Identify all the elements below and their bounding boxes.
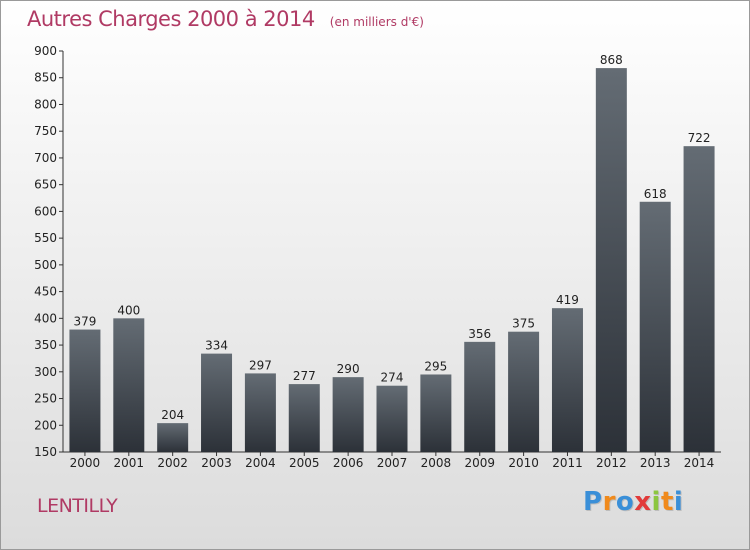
y-tick-label: 500 bbox=[34, 258, 57, 272]
y-tick-label: 250 bbox=[34, 392, 57, 406]
bar-value-label: 356 bbox=[468, 327, 491, 341]
logo-letter: r bbox=[602, 487, 616, 517]
y-tick-label: 450 bbox=[34, 285, 57, 299]
y-tick-label: 750 bbox=[34, 124, 57, 138]
bar-value-label: 295 bbox=[424, 359, 447, 373]
y-tick-label: 900 bbox=[34, 44, 57, 58]
x-tick-label: 2000 bbox=[70, 456, 101, 470]
logo-letter: o bbox=[615, 487, 635, 517]
bars bbox=[69, 68, 715, 453]
y-tick-label: 150 bbox=[34, 445, 57, 459]
bar-value-label: 379 bbox=[73, 315, 96, 329]
bar-value-label: 375 bbox=[512, 317, 535, 331]
bar-value-label: 400 bbox=[117, 303, 140, 317]
bar bbox=[551, 308, 583, 452]
x-tick-label: 2010 bbox=[508, 456, 539, 470]
bar bbox=[508, 331, 540, 452]
logo-letter: P bbox=[583, 487, 603, 517]
y-tick-label: 200 bbox=[34, 418, 57, 432]
y-tick-label: 850 bbox=[34, 71, 57, 85]
bar bbox=[376, 385, 408, 452]
logo-letter: x bbox=[634, 487, 652, 517]
y-tick-label: 350 bbox=[34, 338, 57, 352]
y-tick-label: 700 bbox=[34, 151, 57, 165]
bar-value-label: 334 bbox=[205, 339, 228, 353]
x-tick-label: 2008 bbox=[421, 456, 452, 470]
bar-value-label: 277 bbox=[293, 369, 316, 383]
bar bbox=[288, 384, 320, 452]
x-tick-label: 2012 bbox=[596, 456, 627, 470]
chart-title-unit: (en milliers d'€) bbox=[329, 15, 424, 29]
bar bbox=[464, 341, 496, 452]
bar-value-label: 290 bbox=[337, 362, 360, 376]
commune-name: LENTILLY bbox=[37, 495, 118, 517]
x-tick-label: 2002 bbox=[157, 456, 188, 470]
x-tick-label: 2003 bbox=[201, 456, 232, 470]
bar-value-label: 419 bbox=[556, 293, 579, 307]
bar bbox=[683, 146, 715, 453]
y-tick-label: 550 bbox=[34, 231, 57, 245]
bar bbox=[639, 201, 671, 452]
bar-value-label: 868 bbox=[600, 53, 623, 67]
y-tick-label: 650 bbox=[34, 178, 57, 192]
logo-letter: i bbox=[651, 487, 661, 517]
bar bbox=[69, 329, 101, 452]
bar-value-label: 204 bbox=[161, 408, 184, 422]
bar bbox=[244, 373, 276, 452]
proxiti-logo: Proxiti bbox=[583, 487, 683, 517]
x-tick-label: 2004 bbox=[245, 456, 276, 470]
bar bbox=[595, 68, 627, 452]
y-tick-label: 400 bbox=[34, 311, 57, 325]
bar bbox=[157, 423, 189, 452]
x-tick-label: 2009 bbox=[464, 456, 495, 470]
bar-value-label: 618 bbox=[644, 187, 667, 201]
y-tick-label: 300 bbox=[34, 365, 57, 379]
bar bbox=[113, 318, 145, 452]
axes: 150 200 250 300 350 400 450 500 550 600 650 700 750 8… bbox=[34, 44, 721, 470]
bar-value-label: 274 bbox=[381, 371, 404, 385]
x-tick-label: 2011 bbox=[552, 456, 583, 470]
x-tick-label: 2013 bbox=[640, 456, 671, 470]
bar bbox=[420, 374, 452, 452]
x-tick-label: 2006 bbox=[333, 456, 364, 470]
y-tick-label: 800 bbox=[34, 97, 57, 111]
x-tick-label: 2001 bbox=[114, 456, 145, 470]
chart-title: Autres Charges 2000 à 2014 (en milliers … bbox=[27, 7, 424, 31]
bar-value-label: 722 bbox=[688, 131, 711, 145]
bar-value-label: 297 bbox=[249, 358, 272, 372]
x-tick-label: 2007 bbox=[377, 456, 408, 470]
chart-title-main: Autres Charges 2000 à 2014 bbox=[27, 7, 315, 31]
x-tick-label: 2005 bbox=[289, 456, 320, 470]
y-tick-label: 600 bbox=[34, 204, 57, 218]
x-tick-label: 2014 bbox=[684, 456, 715, 470]
bar bbox=[201, 353, 233, 452]
logo-letter: t bbox=[660, 487, 674, 517]
logo-letter: i bbox=[673, 487, 684, 517]
bar bbox=[332, 377, 364, 452]
data-labels: 379 400 204 334 297 277 290 274 295 356 375 419 868 6… bbox=[73, 53, 710, 422]
